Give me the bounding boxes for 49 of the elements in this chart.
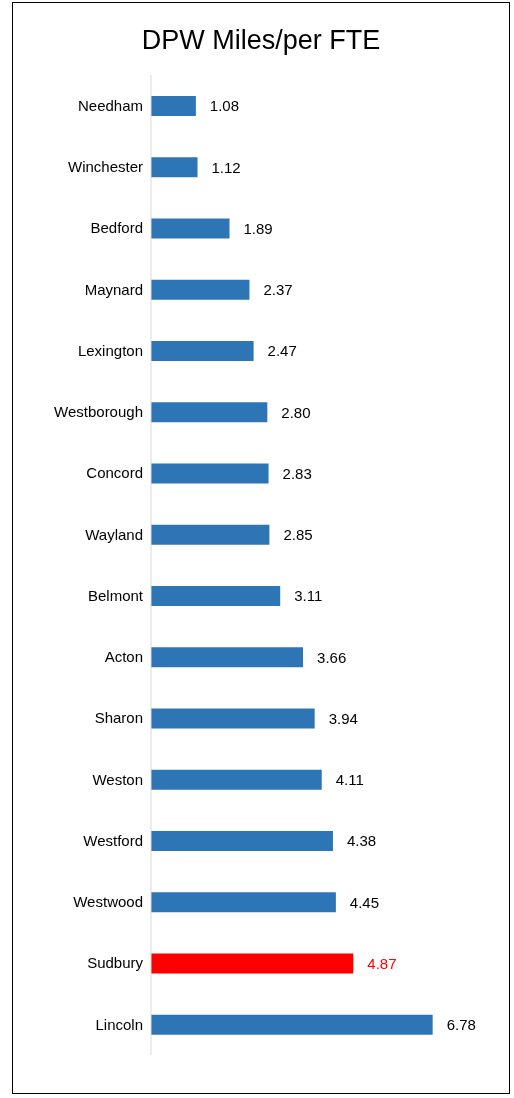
bar — [151, 953, 354, 974]
y-tick-label: Wayland — [85, 525, 143, 543]
y-tick-label: Westford — [83, 831, 143, 849]
bar — [151, 892, 336, 913]
data-label: 3.11 — [294, 587, 323, 605]
bar — [151, 279, 250, 300]
data-label: 1.12 — [211, 158, 241, 176]
bar — [151, 341, 254, 361]
bar — [151, 586, 281, 606]
y-tick-label: Bedford — [90, 219, 143, 237]
data-label: 6.78 — [446, 1016, 476, 1033]
bar — [151, 96, 196, 116]
data-label: 2.80 — [281, 403, 311, 421]
data-label: 2.83 — [282, 464, 312, 482]
bar — [151, 1014, 433, 1035]
y-tick-label: Sharon — [94, 709, 143, 727]
data-label: 2.85 — [283, 526, 313, 543]
data-label: 1.08 — [209, 97, 240, 115]
bar — [151, 402, 268, 423]
data-label: 1.89 — [243, 219, 273, 237]
y-tick-label: Lexington — [77, 341, 143, 359]
data-label: 2.37 — [263, 281, 293, 298]
y-tick-label: Acton — [104, 648, 143, 666]
y-tick-label: Westborough — [54, 403, 143, 421]
bar — [151, 647, 304, 668]
data-label: 4.45 — [349, 893, 380, 911]
data-label: 4.11 — [335, 771, 364, 788]
y-tick-label: Maynard — [84, 280, 143, 298]
data-label: 2.47 — [267, 342, 297, 360]
y-tick-label: Sudbury — [87, 954, 144, 972]
bar — [151, 218, 230, 239]
bar — [151, 524, 270, 545]
bar — [151, 463, 269, 484]
chart-title: DPW Miles/per FTE — [140, 25, 382, 57]
y-tick-label: Lincoln — [95, 1015, 143, 1033]
bar — [151, 831, 333, 851]
data-label: 4.38 — [346, 832, 377, 850]
bar — [151, 708, 315, 729]
data-label: 3.66 — [317, 648, 347, 666]
bar — [151, 769, 322, 790]
y-tick-label: Needham — [77, 96, 143, 114]
y-tick-label: Weston — [92, 770, 143, 788]
y-tick-label: Winchester — [67, 158, 143, 176]
y-tick-label: Concord — [86, 464, 143, 482]
y-tick-label: Belmont — [87, 586, 144, 604]
y-tick-label: Westwood — [73, 893, 143, 911]
data-label: 4.87 — [367, 954, 397, 972]
data-label: 3.94 — [328, 709, 358, 727]
bar — [151, 157, 198, 178]
